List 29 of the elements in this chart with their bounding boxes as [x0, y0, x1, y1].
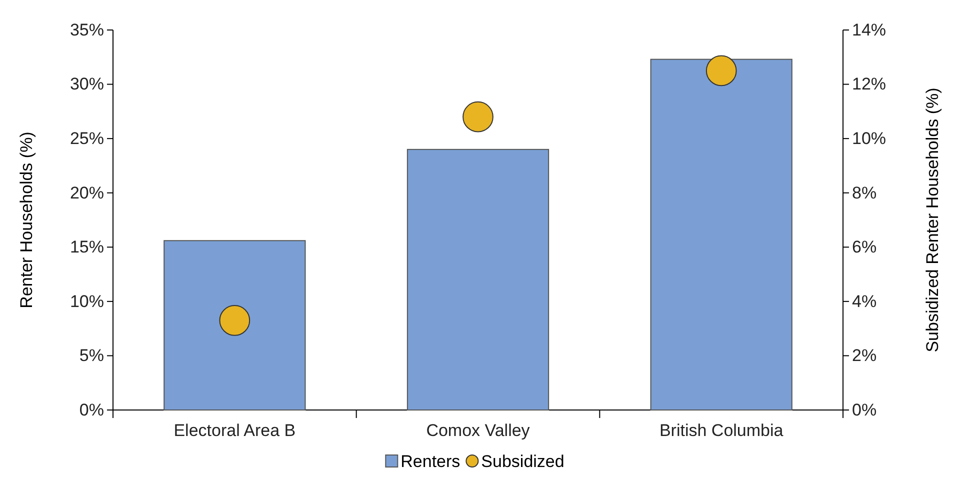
y-tick-label: 30% — [70, 74, 104, 94]
legend-label: Renters — [400, 452, 460, 471]
y-tick-label: 10% — [70, 292, 104, 311]
y2-tick-label: 12% — [852, 74, 886, 94]
y-tick-label: 5% — [79, 346, 104, 366]
y2-tick-label: 6% — [852, 238, 877, 257]
y-tick-label: 25% — [70, 129, 104, 148]
y-axis-title: Renter Households (%) — [17, 132, 36, 308]
y-tick-label: 15% — [70, 238, 104, 257]
y2-tick-label: 10% — [852, 129, 886, 148]
y2-tick-label: 4% — [852, 292, 877, 311]
x-tick-label: Comox Valley — [426, 421, 530, 440]
bar — [406, 148, 550, 410]
x-tick-label: Electoral Area B — [174, 421, 296, 440]
y2-axis-title: Subsidized Renter Households (%) — [923, 88, 942, 352]
y2-tick-label: 2% — [852, 346, 877, 366]
legend-label: Subsidized — [481, 452, 564, 471]
y2-tick-label: 8% — [852, 183, 877, 202]
point — [706, 55, 737, 86]
y-tick-label: 20% — [70, 183, 104, 202]
bar — [164, 240, 306, 410]
x-tick-label: British Columbia — [659, 421, 784, 440]
y-tick-label: 0% — [79, 400, 104, 420]
point — [219, 305, 250, 336]
y2-tick-label: 14% — [852, 20, 886, 40]
bar — [650, 58, 792, 410]
y2-tick-label: 0% — [852, 400, 877, 420]
y-tick-label: 35% — [70, 20, 104, 40]
point — [462, 101, 494, 132]
